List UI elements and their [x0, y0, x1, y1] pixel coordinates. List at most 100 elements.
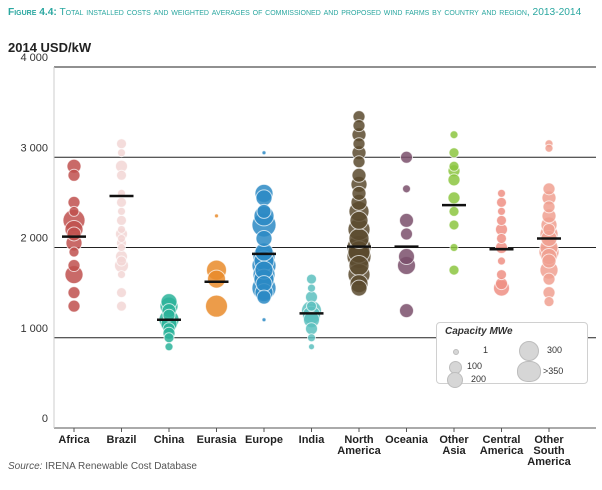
x-tick-label: Eurasia — [197, 434, 238, 446]
data-point — [256, 203, 272, 219]
data-point — [398, 248, 415, 266]
data-point — [214, 213, 219, 219]
data-point — [352, 137, 366, 151]
data-point — [207, 269, 226, 289]
data-point — [117, 148, 126, 158]
data-point — [117, 233, 126, 243]
x-tick-label: Brazil — [107, 434, 137, 446]
x-tick-label: North — [344, 434, 374, 446]
data-point — [541, 253, 557, 269]
legend-label-1: 1 — [483, 345, 489, 355]
source-prefix: Source: — [8, 461, 43, 472]
data-point — [496, 269, 507, 281]
data-point — [261, 317, 267, 323]
data-point — [307, 333, 316, 343]
legend-label-350: >350 — [543, 366, 564, 376]
data-point — [116, 287, 127, 299]
figure-title-text: Total installed costs and weighted avera… — [59, 7, 582, 18]
legend-label-300: 300 — [547, 345, 563, 355]
data-point — [307, 283, 316, 293]
y-axis-label: 2014 USD/kW — [8, 40, 92, 55]
data-point — [67, 259, 81, 273]
x-tick-label: America — [527, 456, 571, 468]
x-tick-label: Africa — [58, 434, 90, 446]
data-point — [117, 270, 126, 280]
legend-dot-300 — [519, 341, 539, 361]
data-point — [448, 264, 460, 276]
data-point — [542, 222, 556, 236]
legend: Capacity MWe 1 100 200 300 >350 — [436, 322, 588, 388]
data-point — [349, 210, 369, 230]
legend-label-200: 200 — [471, 374, 487, 384]
data-point — [66, 226, 82, 242]
y-tick-label: 3 000 — [20, 142, 48, 154]
legend-dot-200 — [447, 372, 463, 388]
figure-title: Figure 4.4: Total installed costs and we… — [8, 6, 594, 19]
source-text: IRENA Renewable Cost Database — [45, 461, 197, 472]
x-tick-label: Central — [483, 434, 521, 446]
source-note: Source: IRENA Renewable Cost Database — [8, 461, 197, 472]
x-tick-label: South — [533, 445, 564, 457]
data-point — [402, 184, 411, 194]
data-point — [399, 303, 414, 319]
data-point — [67, 299, 81, 313]
data-point — [448, 219, 460, 231]
data-point — [116, 214, 127, 226]
data-point — [542, 182, 556, 196]
x-tick-label: America — [480, 445, 524, 457]
data-point — [400, 150, 413, 164]
data-point — [544, 143, 554, 153]
legend-title: Capacity MWe — [445, 326, 513, 337]
data-point — [449, 130, 459, 140]
data-point — [497, 256, 506, 266]
data-point — [256, 289, 272, 305]
y-tick-label: 4 000 — [20, 52, 48, 64]
data-point — [117, 206, 126, 216]
data-point — [68, 246, 80, 258]
x-tick-label: America — [337, 445, 381, 457]
data-point — [449, 243, 459, 252]
data-point — [308, 343, 315, 351]
data-point — [352, 155, 366, 169]
data-point — [116, 169, 127, 181]
data-point — [496, 214, 507, 226]
data-point — [68, 205, 80, 217]
x-tick-label: China — [154, 434, 185, 446]
data-point — [117, 243, 126, 252]
figure-label: Figure 4.4: — [8, 7, 57, 18]
data-point — [306, 273, 317, 285]
data-point — [496, 196, 507, 208]
data-point — [447, 173, 461, 187]
x-tick-label: India — [299, 434, 326, 446]
data-point — [543, 296, 555, 308]
data-point — [163, 332, 175, 344]
legend-label-100: 100 — [467, 361, 483, 371]
y-tick-label: 0 — [42, 413, 48, 425]
data-point — [67, 286, 81, 300]
data-point — [496, 232, 507, 244]
legend-dot-1 — [453, 349, 459, 355]
x-tick-label: Oceania — [385, 434, 429, 446]
data-point — [255, 229, 273, 247]
data-point — [497, 206, 506, 216]
data-point — [116, 138, 127, 150]
data-point — [306, 300, 317, 312]
data-point — [67, 168, 81, 182]
data-point — [542, 272, 556, 286]
data-point — [116, 255, 127, 267]
x-tick-label: Other — [534, 434, 564, 446]
data-point — [116, 196, 127, 208]
data-point — [255, 189, 273, 207]
data-point — [117, 224, 126, 234]
data-point — [164, 342, 174, 352]
x-tick-label: Other — [439, 434, 469, 446]
data-point — [351, 167, 367, 183]
data-point — [348, 255, 370, 277]
data-point — [542, 200, 556, 214]
x-tick-label: Europe — [245, 434, 283, 446]
data-point — [497, 188, 506, 198]
data-point — [352, 119, 366, 133]
data-point — [261, 150, 267, 156]
data-point — [305, 322, 318, 336]
